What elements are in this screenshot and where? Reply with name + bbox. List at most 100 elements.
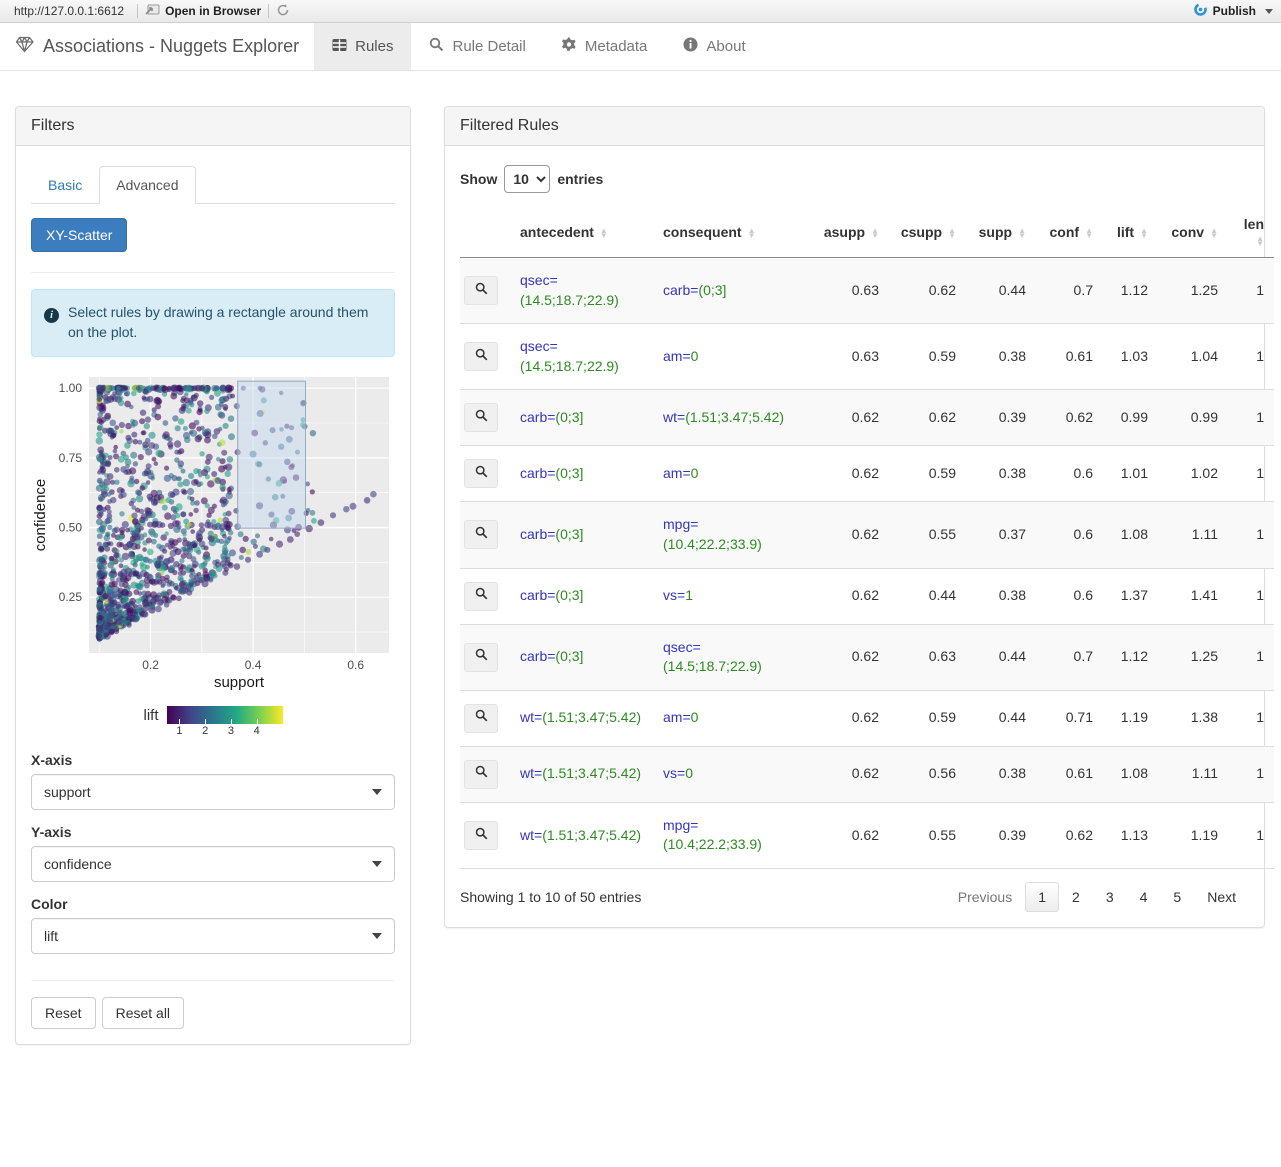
page-button-3[interactable]: 3 bbox=[1105, 888, 1114, 905]
page-button-4[interactable]: 4 bbox=[1139, 888, 1148, 905]
tab-advanced[interactable]: Advanced bbox=[99, 166, 196, 204]
cell-antecedent: carb=(0;3] bbox=[516, 567, 659, 625]
inspect-rule-button[interactable] bbox=[464, 642, 498, 672]
column-header-len[interactable]: len ▲ ▼ bbox=[1228, 207, 1274, 258]
y-axis-select[interactable]: confidence bbox=[31, 845, 395, 882]
inspect-rule-button[interactable] bbox=[464, 459, 498, 489]
cell-supp: 0.44 bbox=[966, 623, 1036, 691]
nav-tab-metadata[interactable]: Metadata bbox=[544, 23, 666, 70]
table-row: qsec=(14.5;18.7;22.9) carb=(0;3] 0.63 0.62 0… bbox=[460, 256, 1274, 324]
inspect-rule-button[interactable] bbox=[464, 820, 498, 850]
cell-len: 1 bbox=[1228, 689, 1274, 747]
viridis-colorbar bbox=[166, 705, 283, 724]
table-info: Showing 1 to 10 of 50 entries bbox=[460, 888, 642, 905]
gear-icon bbox=[561, 37, 577, 56]
inspect-rule-button[interactable] bbox=[464, 759, 498, 789]
cell-len: 1 bbox=[1228, 745, 1274, 803]
nav-tab-about[interactable]: About bbox=[665, 23, 763, 70]
page-button-5[interactable]: 5 bbox=[1173, 888, 1182, 905]
sort-icon: ▲ ▼ bbox=[948, 226, 956, 241]
x-axis-select[interactable]: support bbox=[31, 773, 395, 810]
open-in-browser-button[interactable]: Open in Browser bbox=[145, 4, 261, 19]
cell-supp: 0.38 bbox=[966, 323, 1036, 390]
page-button-2[interactable]: 2 bbox=[1072, 888, 1080, 905]
sort-icon: ▲ ▼ bbox=[871, 226, 879, 241]
color-value: lift bbox=[44, 927, 58, 944]
cell-conv: 1.41 bbox=[1158, 567, 1228, 625]
cell-conf: 0.7 bbox=[1036, 256, 1103, 324]
svg-text:support: support bbox=[214, 674, 265, 691]
app-brand: Associations - Nuggets Explorer bbox=[0, 23, 314, 70]
reset-all-button[interactable]: Reset all bbox=[101, 996, 185, 1029]
filters-panel-title: Filters bbox=[16, 107, 410, 146]
cell-supp: 0.39 bbox=[966, 801, 1036, 869]
nav-tab-rules[interactable]: Rules bbox=[314, 23, 412, 70]
svg-text:0.25: 0.25 bbox=[59, 590, 83, 604]
cell-len: 1 bbox=[1228, 445, 1274, 502]
column-header-asupp[interactable]: asupp ▲ ▼ bbox=[807, 207, 889, 258]
color-select[interactable]: lift bbox=[31, 917, 395, 954]
legend-label: lift bbox=[143, 706, 159, 724]
inspect-rule-button[interactable] bbox=[464, 276, 498, 306]
cell-conv: 1.04 bbox=[1158, 323, 1228, 390]
scatter-plot[interactable]: 0.25 0.50 0.75 1.00 0.2 0.4 0.6 support confiden… bbox=[31, 367, 395, 738]
info-alert-text: Select rules by drawing a rectangle arou… bbox=[68, 304, 369, 340]
svg-text:0.75: 0.75 bbox=[59, 451, 83, 465]
page-button-1[interactable]: 1 bbox=[1025, 881, 1060, 912]
rule-attribute: am= bbox=[663, 465, 691, 482]
rule-attribute: am= bbox=[663, 709, 691, 726]
cell-len: 1 bbox=[1228, 323, 1274, 390]
cell-antecedent: carb=(0;3] bbox=[516, 623, 659, 691]
column-header-supp[interactable]: supp ▲ ▼ bbox=[966, 207, 1036, 258]
table-icon bbox=[332, 38, 347, 56]
cell-conf: 0.71 bbox=[1036, 689, 1103, 747]
cell-consequent: am=0 bbox=[659, 689, 807, 747]
rule-attribute: vs= bbox=[663, 765, 686, 782]
svg-text:0.4: 0.4 bbox=[245, 658, 262, 672]
inspect-rule-button[interactable] bbox=[464, 520, 498, 550]
inspect-rule-button[interactable] bbox=[464, 703, 498, 733]
cell-asupp: 0.63 bbox=[807, 323, 889, 390]
tab-basic[interactable]: Basic bbox=[48, 177, 83, 193]
nav-tab-label: Rule Detail bbox=[452, 38, 526, 55]
info-icon bbox=[683, 37, 698, 56]
column-header-consequent[interactable]: consequent ▲ ▼ bbox=[659, 207, 807, 258]
cell-conv: 1.19 bbox=[1158, 801, 1228, 869]
info-circle-icon: i bbox=[44, 308, 59, 323]
show-label: Show bbox=[460, 171, 498, 187]
colorbar-tick-label: 1 bbox=[176, 724, 183, 737]
rule-value: (0;3] bbox=[555, 526, 584, 543]
publish-button[interactable]: Publish bbox=[1193, 2, 1273, 20]
nav-tab-rule-detail[interactable]: Rule Detail bbox=[411, 23, 543, 70]
cell-supp: 0.38 bbox=[966, 567, 1036, 625]
info-alert: i Select rules by drawing a rectangle ar… bbox=[31, 289, 395, 357]
column-header-antecedent[interactable]: antecedent ▲ ▼ bbox=[516, 207, 659, 258]
cell-len: 1 bbox=[1228, 623, 1274, 691]
cell-supp: 0.38 bbox=[966, 745, 1036, 803]
rule-value: 1 bbox=[685, 587, 693, 604]
column-header-csupp[interactable]: csupp ▲ ▼ bbox=[889, 207, 966, 258]
next-page-button[interactable]: Next bbox=[1207, 888, 1236, 905]
cell-consequent: vs=1 bbox=[659, 567, 807, 625]
page-length-select[interactable]: 10 bbox=[504, 165, 551, 193]
column-header-conf[interactable]: conf ▲ ▼ bbox=[1036, 207, 1103, 258]
cell-lift: 1.08 bbox=[1103, 501, 1158, 569]
magnifier-icon bbox=[475, 408, 488, 428]
reload-icon[interactable] bbox=[276, 3, 290, 20]
column-header-lift[interactable]: lift ▲ ▼ bbox=[1103, 207, 1158, 258]
colorbar-ticks: 1 2 3 4 bbox=[167, 724, 283, 738]
inspect-rule-button[interactable] bbox=[464, 342, 498, 372]
inspect-rule-button[interactable] bbox=[464, 581, 498, 611]
inspect-rule-button[interactable] bbox=[464, 403, 498, 433]
chevron-down-icon bbox=[372, 932, 382, 939]
rule-value: (0;3] bbox=[555, 648, 584, 665]
rule-value: 0 bbox=[690, 347, 699, 364]
column-header-conv[interactable]: conv ▲ ▼ bbox=[1158, 207, 1228, 258]
cell-supp: 0.44 bbox=[966, 689, 1036, 747]
nav-tab-label: Metadata bbox=[584, 38, 648, 55]
table-row: carb=(0;3] qsec=(14.5;18.7;22.9) 0.62 0.63 0… bbox=[460, 623, 1274, 691]
reset-button[interactable]: Reset bbox=[31, 996, 96, 1029]
xy-scatter-button[interactable]: XY-Scatter bbox=[31, 218, 128, 252]
rule-attribute: wt= bbox=[520, 765, 543, 782]
magnifier-icon bbox=[475, 347, 488, 367]
